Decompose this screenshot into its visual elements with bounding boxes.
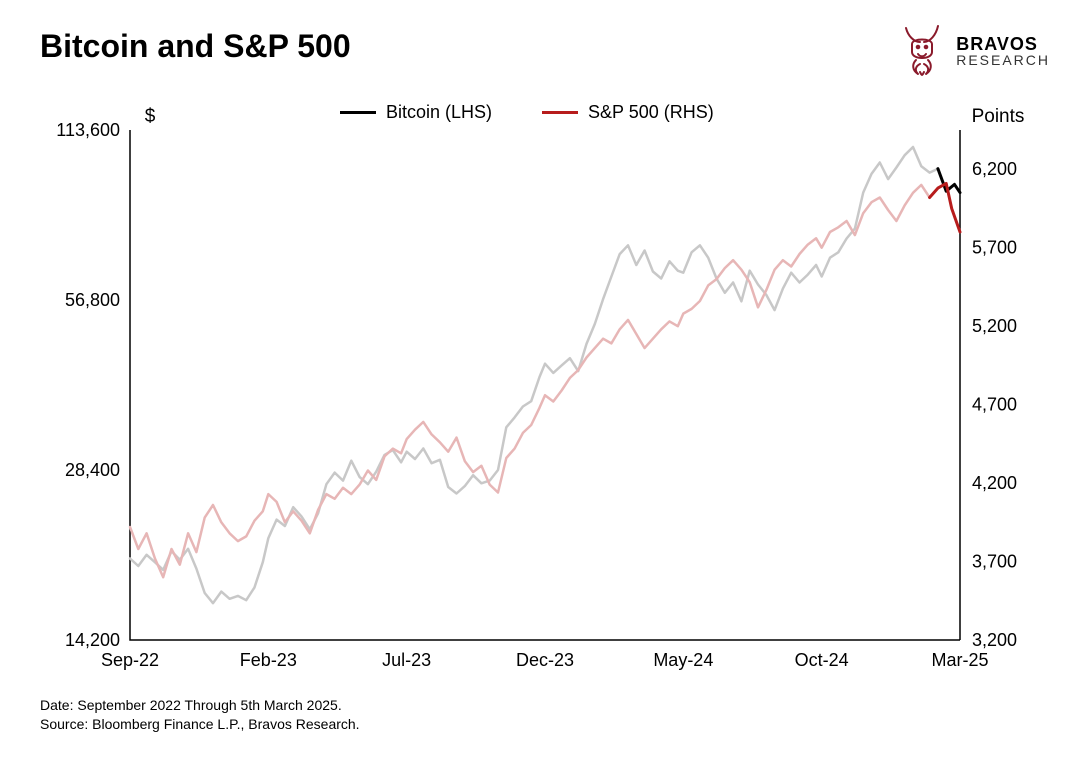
legend-swatch	[340, 111, 376, 114]
svg-text:May-24: May-24	[653, 650, 713, 670]
svg-text:4,700: 4,700	[972, 395, 1017, 415]
brand: BRAVOS RESEARCH	[898, 24, 1050, 80]
svg-text:3,700: 3,700	[972, 552, 1017, 572]
svg-text:5,700: 5,700	[972, 238, 1017, 258]
svg-text:14,200: 14,200	[65, 630, 120, 650]
svg-text:Points: Points	[972, 106, 1025, 127]
svg-text:6,200: 6,200	[972, 159, 1017, 179]
svg-text:3,200: 3,200	[972, 630, 1017, 650]
svg-text:Sep-22: Sep-22	[101, 650, 159, 670]
svg-text:113,600: 113,600	[56, 120, 120, 140]
footnote-source: Source: Bloomberg Finance L.P., Bravos R…	[40, 715, 1050, 734]
svg-text:28,400: 28,400	[65, 460, 120, 480]
svg-text:5,200: 5,200	[972, 316, 1017, 336]
svg-text:Dec-23: Dec-23	[516, 650, 574, 670]
legend: Bitcoin (LHS) S&P 500 (RHS)	[340, 102, 714, 123]
svg-text:56,800: 56,800	[65, 290, 120, 310]
brand-name: BRAVOS	[956, 35, 1050, 53]
legend-item: S&P 500 (RHS)	[542, 102, 714, 123]
chart-area: 14,200 28,400 56,800 113,600 $3,200 3,700 4,20…	[40, 100, 1040, 690]
legend-label: Bitcoin (LHS)	[386, 102, 492, 123]
footnote-date: Date: September 2022 Through 5th March 2…	[40, 696, 1050, 715]
bull-logo-icon	[898, 24, 946, 80]
svg-text:Mar-25: Mar-25	[931, 650, 988, 670]
chart-title: Bitcoin and S&P 500	[40, 28, 351, 65]
legend-swatch	[542, 111, 578, 114]
svg-text:Oct-24: Oct-24	[795, 650, 849, 670]
brand-text: BRAVOS RESEARCH	[956, 35, 1050, 68]
page: Bitcoin and S&P 500	[0, 0, 1080, 757]
svg-text:$: $	[145, 106, 156, 127]
footnotes: Date: September 2022 Through 5th March 2…	[40, 696, 1050, 734]
brand-sub: RESEARCH	[956, 53, 1050, 68]
svg-text:Jul-23: Jul-23	[382, 650, 431, 670]
legend-item: Bitcoin (LHS)	[340, 102, 492, 123]
header: Bitcoin and S&P 500	[40, 20, 1050, 80]
legend-label: S&P 500 (RHS)	[588, 102, 714, 123]
chart-svg: 14,200 28,400 56,800 113,600 $3,200 3,700 4,20…	[40, 100, 1040, 690]
svg-text:Feb-23: Feb-23	[240, 650, 297, 670]
svg-text:4,200: 4,200	[972, 473, 1017, 493]
